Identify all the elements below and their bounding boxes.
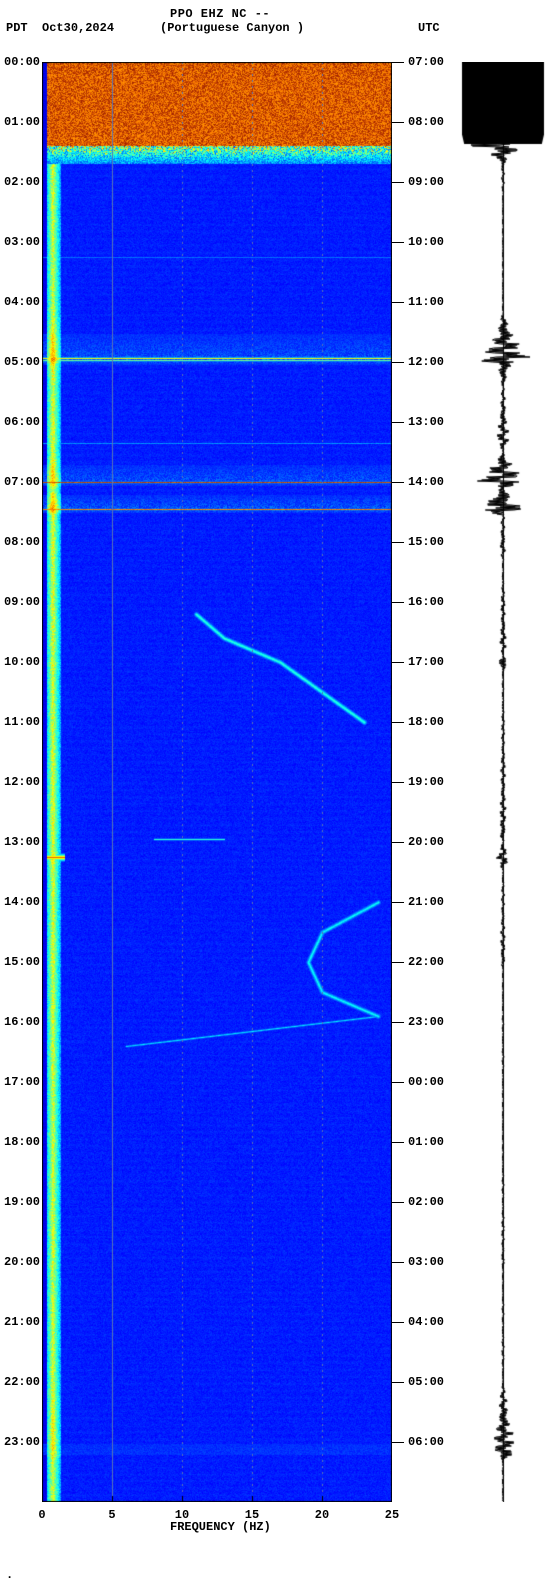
utc-tick-label: 06:00: [408, 1435, 444, 1449]
utc-tick-label: 02:00: [408, 1195, 444, 1209]
pdt-tick-label: 08:00: [4, 535, 40, 549]
utc-tick-label: 08:00: [408, 115, 444, 129]
utc-tick-label: 10:00: [408, 235, 444, 249]
utc-tick: [392, 662, 404, 663]
utc-tick: [392, 782, 404, 783]
utc-tick: [392, 182, 404, 183]
utc-tick: [392, 1262, 404, 1263]
pdt-tick-label: 22:00: [4, 1375, 40, 1389]
utc-tick: [392, 482, 404, 483]
footer-mark: .: [6, 1568, 13, 1582]
header: PPO EHZ NC -- PDT Oct30,2024 (Portuguese…: [0, 0, 552, 40]
utc-tick: [392, 1142, 404, 1143]
spectrogram-plot: [42, 62, 392, 1502]
utc-tick-label: 13:00: [408, 415, 444, 429]
pdt-tick-label: 17:00: [4, 1075, 40, 1089]
utc-tick: [392, 722, 404, 723]
tz-left: PDT: [6, 21, 28, 35]
utc-tick: [392, 122, 404, 123]
pdt-tick-label: 15:00: [4, 955, 40, 969]
utc-tick: [392, 902, 404, 903]
freq-tick-label: 5: [108, 1508, 115, 1522]
pdt-tick-label: 09:00: [4, 595, 40, 609]
utc-tick: [392, 422, 404, 423]
pdt-tick-label: 07:00: [4, 475, 40, 489]
pdt-tick-label: 12:00: [4, 775, 40, 789]
utc-tick: [392, 1442, 404, 1443]
utc-tick: [392, 962, 404, 963]
freq-tick-label: 25: [385, 1508, 399, 1522]
pdt-tick-label: 14:00: [4, 895, 40, 909]
pdt-tick-label: 23:00: [4, 1435, 40, 1449]
pdt-tick-label: 13:00: [4, 835, 40, 849]
utc-tick: [392, 62, 404, 63]
utc-tick: [392, 1022, 404, 1023]
pdt-tick-label: 10:00: [4, 655, 40, 669]
utc-tick: [392, 602, 404, 603]
utc-tick-label: 07:00: [408, 55, 444, 69]
utc-tick: [392, 842, 404, 843]
utc-tick: [392, 302, 404, 303]
utc-tick-label: 01:00: [408, 1135, 444, 1149]
pdt-tick-label: 05:00: [4, 355, 40, 369]
utc-tick: [392, 542, 404, 543]
station-line: PPO EHZ NC --: [170, 7, 270, 21]
utc-tick-label: 16:00: [408, 595, 444, 609]
utc-tick-label: 11:00: [408, 295, 444, 309]
pdt-tick-label: 20:00: [4, 1255, 40, 1269]
utc-tick: [392, 362, 404, 363]
pdt-tick-label: 16:00: [4, 1015, 40, 1029]
date: Oct30,2024: [42, 21, 114, 35]
freq-tick-label: 0: [38, 1508, 45, 1522]
utc-tick-label: 20:00: [408, 835, 444, 849]
header-left: PDT Oct30,2024: [6, 21, 114, 35]
pdt-tick-label: 00:00: [4, 55, 40, 69]
pdt-tick-label: 02:00: [4, 175, 40, 189]
pdt-tick-label: 21:00: [4, 1315, 40, 1329]
freq-axis-title: FREQUENCY (HZ): [170, 1520, 271, 1534]
tz-right: UTC: [418, 21, 440, 35]
utc-tick: [392, 1202, 404, 1203]
utc-tick: [392, 1382, 404, 1383]
utc-tick: [392, 242, 404, 243]
freq-tick-label: 20: [315, 1508, 329, 1522]
spectrogram-canvas: [42, 62, 392, 1502]
utc-tick-label: 00:00: [408, 1075, 444, 1089]
utc-tick: [392, 1322, 404, 1323]
pdt-tick-label: 18:00: [4, 1135, 40, 1149]
utc-tick-label: 21:00: [408, 895, 444, 909]
location: (Portuguese Canyon ): [160, 21, 304, 35]
utc-tick-label: 03:00: [408, 1255, 444, 1269]
utc-tick-label: 14:00: [408, 475, 444, 489]
utc-tick: [392, 1082, 404, 1083]
pdt-tick-label: 06:00: [4, 415, 40, 429]
pdt-tick-label: 01:00: [4, 115, 40, 129]
pdt-tick-label: 04:00: [4, 295, 40, 309]
pdt-tick-label: 19:00: [4, 1195, 40, 1209]
utc-tick-label: 09:00: [408, 175, 444, 189]
utc-tick-label: 22:00: [408, 955, 444, 969]
waveform-plot: [460, 62, 546, 1502]
waveform-canvas: [460, 62, 546, 1502]
utc-tick-label: 17:00: [408, 655, 444, 669]
pdt-tick-label: 11:00: [4, 715, 40, 729]
pdt-tick-label: 03:00: [4, 235, 40, 249]
utc-tick-label: 04:00: [408, 1315, 444, 1329]
utc-tick-label: 15:00: [408, 535, 444, 549]
utc-tick-label: 12:00: [408, 355, 444, 369]
utc-tick-label: 05:00: [408, 1375, 444, 1389]
utc-tick-label: 19:00: [408, 775, 444, 789]
utc-tick-label: 23:00: [408, 1015, 444, 1029]
utc-tick-label: 18:00: [408, 715, 444, 729]
